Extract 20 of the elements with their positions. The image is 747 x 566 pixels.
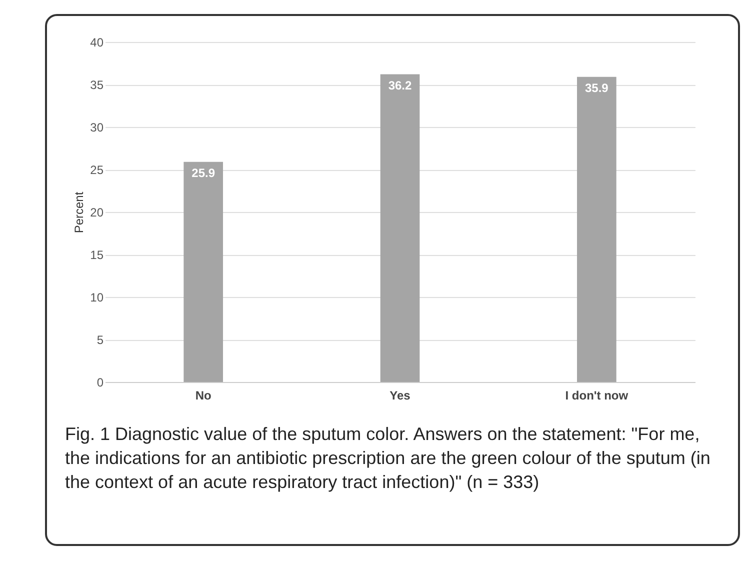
y-tick-label: 25 [90,163,104,177]
x-tick-label: I don't now [565,388,629,402]
data-label: 35.9 [584,80,609,95]
bar [184,162,223,382]
data-label: 36.2 [388,78,412,92]
caption: Fig. 1 Diagnostic value of the sputum color. Answers on the statement: "For me, the indications for an antibiotic prescription are the green colour of the sputum (in the context of an acute respiratory tract infection)" (n = 333) [65,423,712,494]
y-tick-label: 10 [90,290,104,304]
bar [380,74,420,382]
x-tick-label: No [195,388,212,402]
bar [577,76,616,382]
y-tick-label: 5 [96,333,104,347]
y-axis-title: Percent [72,191,86,234]
data-label: 25.9 [192,166,216,180]
x-tick-label: Yes [390,388,411,402]
y-tick-label: 30 [90,120,104,134]
y-tick-label: 20 [90,206,104,220]
y-tick-label: 15 [90,248,104,262]
y-tick-label: 35 [90,78,104,92]
y-tick-label: 0 [96,376,104,390]
y-tick-label: 40 [90,36,104,50]
